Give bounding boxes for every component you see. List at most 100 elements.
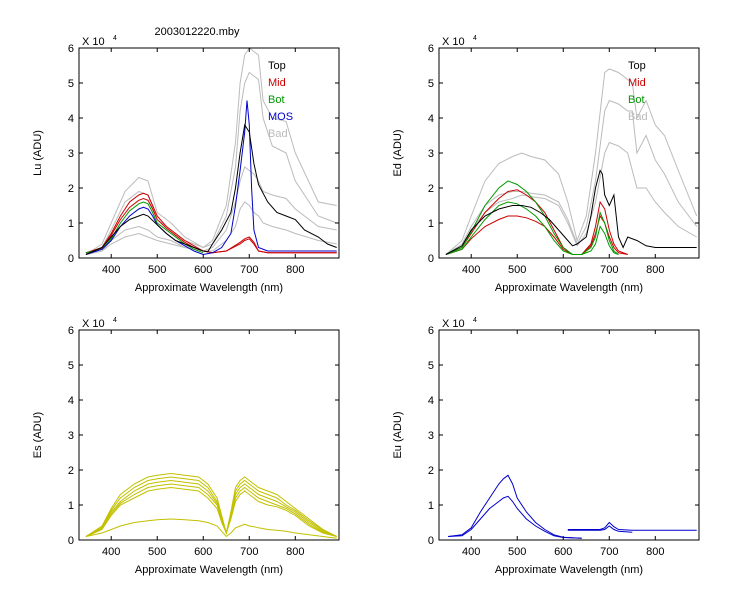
x-tick-label: 700 (240, 264, 258, 276)
x-tick-label: 400 (102, 264, 120, 276)
series-line-es-5 (85, 518, 337, 539)
plot-frame (78, 329, 340, 541)
y-tick-label: 4 (428, 395, 434, 407)
y-multiplier-exponent: 4 (473, 317, 477, 324)
series-line-es-0 (85, 472, 337, 537)
x-tick-label: 400 (462, 546, 480, 558)
y-tick-label: 5 (428, 78, 434, 90)
legend-entry-mid: Mid (268, 77, 286, 89)
series-line-bot-6 (445, 201, 619, 255)
y-tick-label: 6 (68, 325, 74, 337)
y-tick-label: 5 (68, 360, 74, 372)
figure-title: 2003012220.mby (154, 26, 240, 38)
y-multiplier: X 10 (442, 318, 465, 330)
series-line-bot-5 (445, 180, 619, 255)
y-tick-label: 4 (68, 395, 74, 407)
chart-ed: 0 1 2 3 4 5 6 400 500 600 700 800 X 10 4 Approximate W… (392, 35, 700, 294)
x-axis-label: Approximate Wavelength (nm) (135, 564, 283, 576)
y-axis-label: Eu (ADU) (392, 411, 404, 458)
legend-entry-bad: Bad (628, 111, 648, 123)
y-multiplier-exponent: 4 (473, 35, 477, 42)
y-axis-label: Ed (ADU) (392, 129, 404, 176)
series-line-mos-7 (85, 100, 337, 256)
legend-entry-mos: MOS (268, 111, 293, 123)
series-line-eu-2 (567, 521, 697, 531)
series-line-mid-3 (445, 189, 628, 255)
series-line-bad-2 (445, 141, 697, 255)
y-tick-label: 3 (428, 430, 434, 442)
y-tick-label: 1 (68, 500, 74, 512)
x-axis-label: Approximate Wavelength (nm) (495, 564, 643, 576)
y-tick-label: 3 (68, 430, 74, 442)
series-line-mid-5 (85, 197, 337, 254)
y-tick-label: 0 (68, 535, 74, 547)
legend-entry-top: Top (628, 60, 646, 72)
x-tick-label: 800 (286, 264, 304, 276)
x-axis-label: Approximate Wavelength (nm) (495, 282, 643, 294)
series-group (445, 68, 698, 255)
y-tick-label: 3 (428, 148, 434, 160)
x-tick-label: 400 (462, 264, 480, 276)
y-tick-label: 4 (68, 113, 74, 125)
chart-eu: 0 1 2 3 4 5 6 400 500 600 700 800 X 10 4 Approximate W… (392, 317, 700, 576)
series-line-bad-1 (85, 71, 337, 255)
y-tick-label: 0 (428, 253, 434, 265)
y-tick-label: 1 (428, 500, 434, 512)
y-tick-label: 1 (428, 218, 434, 230)
series-line-bad-2 (85, 166, 337, 255)
y-multiplier-exponent: 4 (113, 317, 117, 324)
y-axis-label: Lu (ADU) (32, 130, 44, 176)
x-tick-label: 700 (600, 546, 618, 558)
y-tick-label: 0 (428, 535, 434, 547)
y-tick-label: 6 (68, 43, 74, 55)
y-tick-label: 4 (428, 113, 434, 125)
series-group (85, 48, 337, 256)
y-tick-label: 5 (428, 360, 434, 372)
x-axis-label: Approximate Wavelength (nm) (135, 282, 283, 294)
chart-es: 0 1 2 3 4 5 6 400 500 600 700 800 X 10 4 Approximate W… (32, 317, 340, 576)
x-tick-label: 800 (286, 546, 304, 558)
series-line-eu-3 (567, 525, 633, 533)
x-tick-label: 500 (148, 546, 166, 558)
series-line-bad-0 (445, 68, 698, 255)
x-tick-label: 600 (194, 546, 212, 558)
series-line-top-8 (85, 123, 337, 255)
x-tick-label: 800 (646, 264, 664, 276)
chart-lu: 0 1 2 3 4 5 6 400 500 600 700 800 X 10 4 Approximate W… (32, 35, 340, 294)
y-tick-label: 6 (428, 325, 434, 337)
legend-entry-mid: Mid (628, 77, 646, 89)
legend-entry-bad: Bad (268, 128, 288, 140)
y-tick-label: 1 (68, 218, 74, 230)
plot-frame (438, 329, 700, 541)
x-tick-label: 800 (646, 546, 664, 558)
x-tick-label: 500 (508, 546, 526, 558)
y-tick-label: 3 (68, 148, 74, 160)
y-tick-label: 2 (68, 183, 74, 195)
y-tick-label: 5 (68, 78, 74, 90)
legend-entry-bot: Bot (268, 94, 285, 106)
series-line-eu-0 (448, 474, 582, 539)
y-tick-label: 6 (428, 43, 434, 55)
x-tick-label: 400 (102, 546, 120, 558)
y-tick-label: 2 (68, 465, 74, 477)
y-tick-label: 2 (428, 465, 434, 477)
series-group (85, 472, 337, 539)
legend-entry-top: Top (268, 60, 286, 72)
y-tick-label: 2 (428, 183, 434, 195)
y-multiplier: X 10 (82, 318, 105, 330)
x-tick-label: 500 (148, 264, 166, 276)
y-tick-label: 0 (68, 253, 74, 265)
x-tick-label: 500 (508, 264, 526, 276)
series-line-top-7 (445, 169, 697, 255)
x-tick-label: 600 (554, 546, 572, 558)
series-line-es-4 (85, 486, 337, 537)
series-group (448, 474, 697, 539)
x-tick-label: 600 (194, 264, 212, 276)
x-tick-label: 600 (554, 264, 572, 276)
y-multiplier: X 10 (442, 36, 465, 48)
y-multiplier: X 10 (82, 36, 105, 48)
series-line-mid-4 (85, 192, 337, 254)
series-line-bad-0 (85, 48, 337, 255)
